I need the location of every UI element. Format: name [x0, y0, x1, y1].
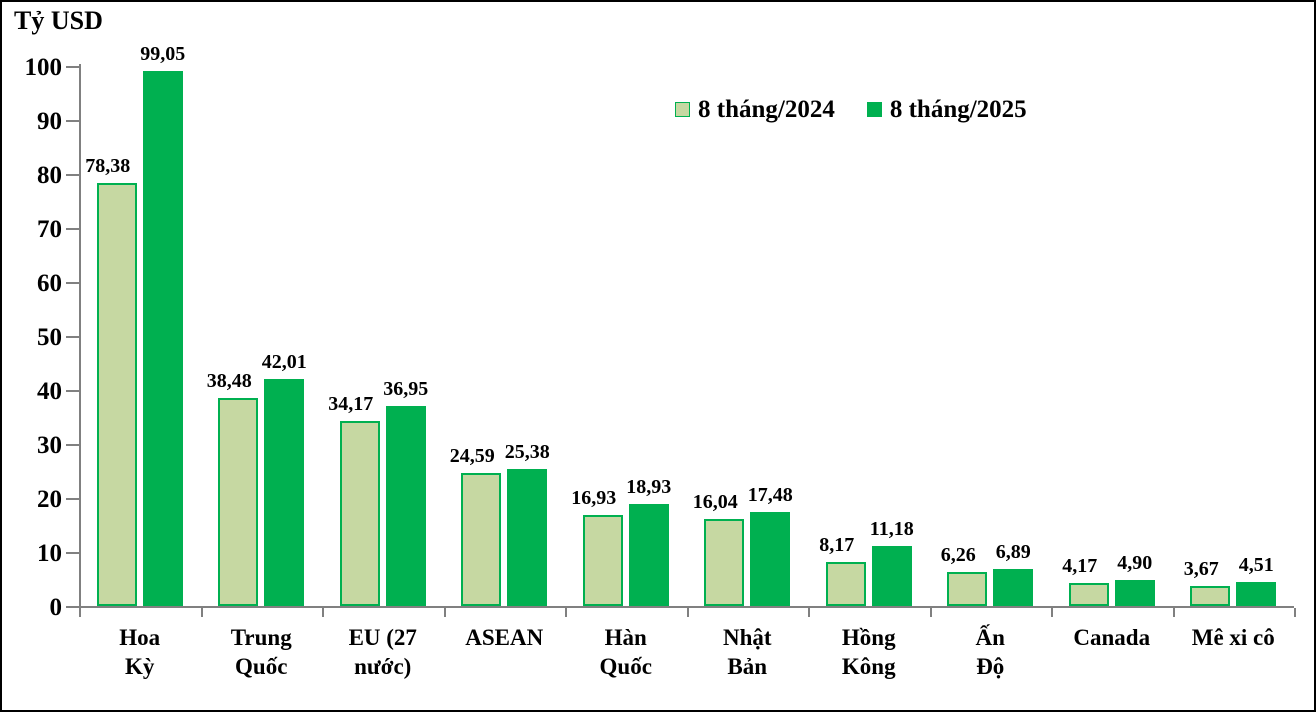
- category-label: Mê xi cô: [1191, 625, 1275, 650]
- y-axis-tick-label: 50: [37, 324, 62, 351]
- y-axis-tick: [66, 390, 79, 392]
- y-axis-tick-label: 70: [37, 216, 62, 243]
- bar-2024: [461, 473, 502, 606]
- legend: 8 tháng/2024 8 tháng/2025: [675, 97, 1027, 122]
- bar-value-label-2025: 99,05: [140, 43, 186, 66]
- bar-value-label-2025: 36,95: [383, 378, 429, 401]
- bar-2024: [96, 182, 137, 606]
- y-axis-tick: [66, 336, 79, 338]
- bar-2025: [385, 406, 426, 606]
- bar-2025: [750, 511, 791, 606]
- x-axis-tick: [443, 608, 446, 617]
- bar-2025: [142, 71, 183, 606]
- bar-value-label-2024: 34,17: [328, 393, 374, 416]
- y-axis-tick: [66, 552, 79, 554]
- x-axis-tick: [1294, 608, 1296, 617]
- bar-2025: [264, 379, 305, 606]
- bar-2024: [1068, 583, 1109, 606]
- legend-label-2024: 8 tháng/2024: [698, 96, 835, 123]
- bar-value-label-2025: 4,51: [1238, 553, 1274, 576]
- y-axis-tick: [66, 120, 79, 122]
- legend-item-2025: 8 tháng/2025: [866, 96, 1027, 123]
- bar-value-label-2024: 38,48: [206, 370, 252, 393]
- bar-2025: [628, 503, 669, 606]
- category-label: Canada: [1073, 625, 1151, 650]
- bar-value-label-2024: 8,17: [819, 533, 855, 556]
- bar-2025: [507, 468, 548, 606]
- category-label: Nhật Bản: [722, 625, 772, 679]
- bar-2024: [1190, 586, 1231, 606]
- bar-2024: [704, 519, 745, 606]
- bar-value-label-2025: 42,01: [261, 351, 307, 374]
- x-axis-tick: [79, 608, 81, 617]
- y-axis-tick-label: 0: [49, 594, 63, 621]
- bar-2024: [218, 398, 259, 606]
- legend-label-2025: 8 tháng/2025: [889, 96, 1027, 123]
- bar-2024: [582, 514, 623, 606]
- bar-2025: [1236, 581, 1277, 606]
- bar-2024: [947, 572, 988, 606]
- bar-2025: [993, 568, 1034, 606]
- y-axis-tick: [66, 444, 79, 446]
- y-axis-tick: [66, 66, 79, 68]
- bar-value-label-2025: 17,48: [747, 483, 793, 506]
- category-label: ASEAN: [465, 625, 544, 650]
- y-axis-title: Tỷ USD: [14, 6, 103, 35]
- category-label: Hàn Quốc: [599, 625, 652, 679]
- bar-2024: [339, 421, 380, 606]
- y-axis-tick: [66, 174, 79, 176]
- y-axis-tick-label: 80: [37, 162, 62, 189]
- y-axis-tick-label: 60: [37, 270, 62, 297]
- x-axis-tick: [808, 608, 810, 617]
- y-axis-tick-label: 10: [37, 540, 62, 567]
- bar-value-label-2025: 25,38: [504, 440, 550, 463]
- bar-2024: [825, 561, 866, 606]
- y-axis-tick-label: 100: [24, 54, 63, 81]
- bar-value-label-2024: 6,26: [940, 544, 976, 567]
- x-axis-tick: [322, 608, 324, 617]
- bar-value-label-2025: 18,93: [626, 475, 672, 498]
- y-axis-tick-label: 30: [37, 432, 62, 459]
- bar-value-label-2025: 4,90: [1117, 551, 1153, 574]
- y-axis-tick: [66, 498, 79, 500]
- y-axis-tick: [66, 228, 79, 230]
- x-axis-tick: [1172, 608, 1175, 617]
- category-label: Hoa Kỳ: [119, 625, 161, 679]
- bar-value-label-2024: 24,59: [449, 445, 495, 468]
- legend-swatch-2025: [866, 102, 882, 117]
- x-axis-tick: [686, 608, 689, 617]
- x-axis-line: [79, 606, 1294, 608]
- bar-value-label-2024: 16,04: [692, 491, 738, 514]
- bar-value-label-2024: 3,67: [1183, 558, 1219, 581]
- y-axis-tick-label: 90: [37, 108, 62, 135]
- category-label: Trung Quốc: [230, 625, 292, 679]
- bar-value-label-2024: 16,93: [571, 486, 617, 509]
- legend-swatch-2024: [675, 102, 690, 117]
- bar-value-label-2025: 11,18: [869, 517, 914, 540]
- bar-value-label-2024: 4,17: [1062, 555, 1098, 578]
- bar-2025: [1114, 579, 1155, 606]
- x-axis-tick: [929, 608, 932, 617]
- category-label: EU (27 nước): [348, 625, 417, 679]
- bar-2025: [871, 545, 912, 606]
- y-axis-tick: [66, 606, 79, 608]
- category-label: Hồng Kông: [841, 625, 896, 679]
- category-label: Ấn Độ: [975, 625, 1005, 679]
- y-axis-tick-label: 20: [37, 486, 62, 513]
- bar-value-label-2024: 78,38: [85, 154, 131, 177]
- bar-value-label-2025: 6,89: [995, 540, 1031, 563]
- x-axis-tick: [1051, 608, 1053, 617]
- x-axis-tick: [200, 608, 203, 617]
- legend-item-2024: 8 tháng/2024: [675, 97, 835, 122]
- y-axis-tick: [66, 282, 79, 284]
- y-axis-line: [79, 64, 81, 608]
- x-axis-tick: [565, 608, 567, 617]
- y-axis-tick-label: 40: [37, 378, 62, 405]
